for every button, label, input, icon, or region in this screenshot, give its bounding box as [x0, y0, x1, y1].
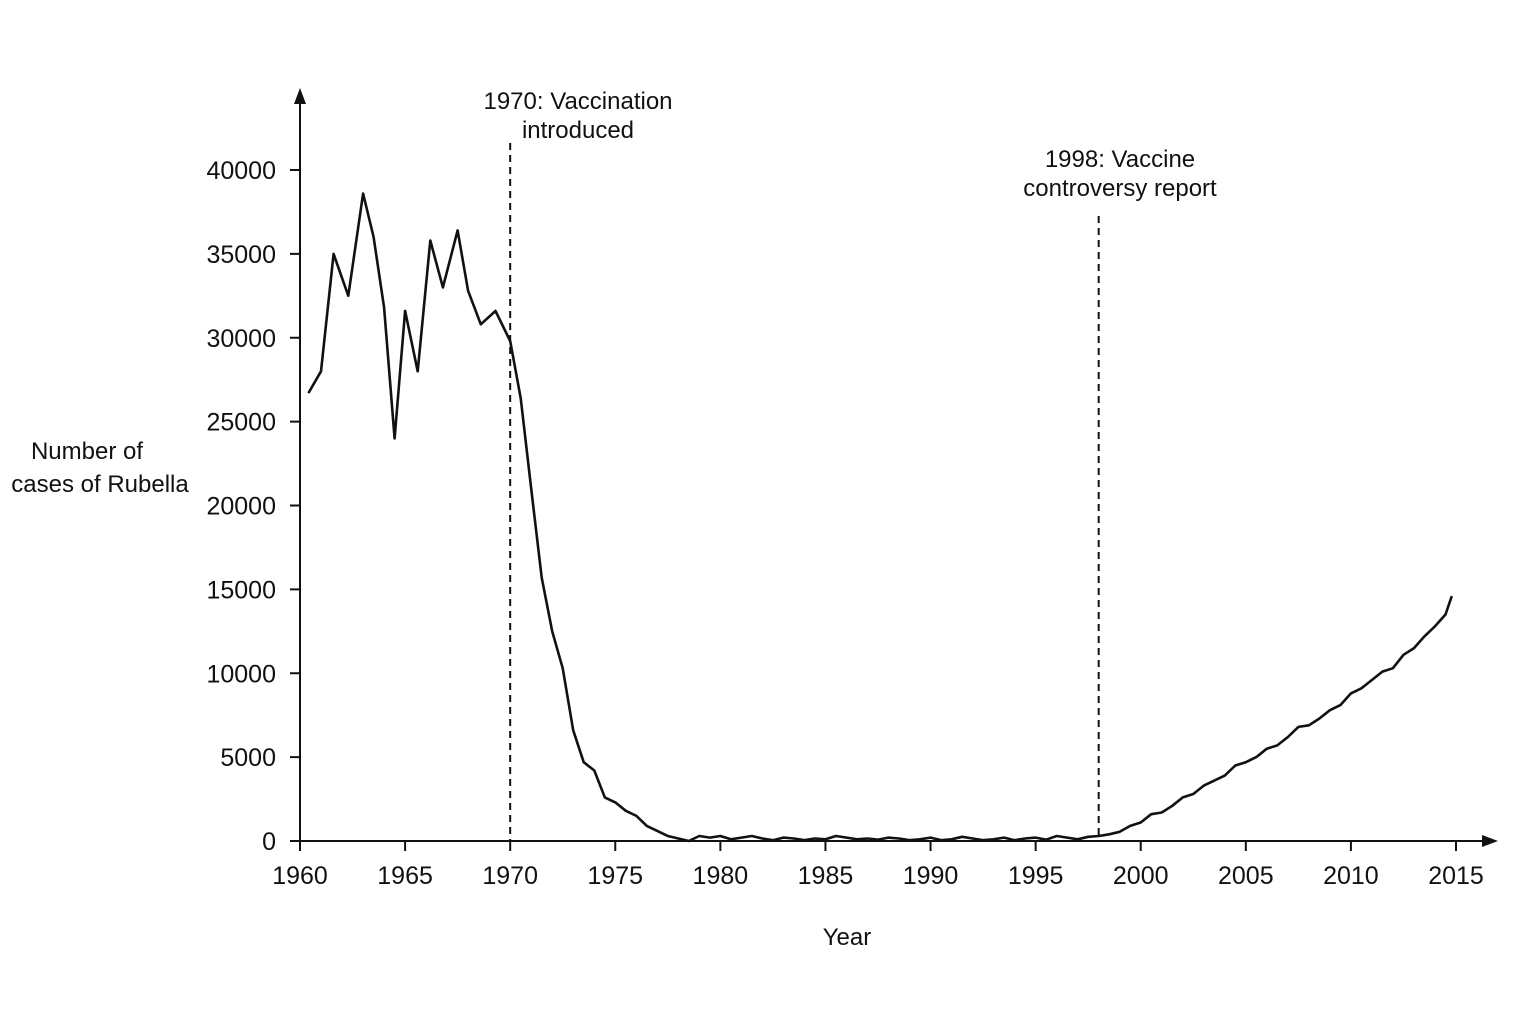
- y-axis-title-line-1: Number of: [31, 438, 143, 465]
- y-tick-label: 25000: [206, 409, 276, 437]
- y-tick-label: 5000: [220, 744, 276, 772]
- x-tick-label: 1995: [1008, 862, 1064, 890]
- x-axis-arrow-icon: [1482, 835, 1498, 847]
- y-axis-ticks: 0 5000 10000 15000 20000 25000 30000 35000 40000: [206, 157, 300, 856]
- x-tick-label: 2000: [1113, 862, 1169, 890]
- x-tick-label: 1960: [272, 862, 328, 890]
- event-label-1998: controversy report: [1023, 175, 1217, 202]
- rubella-cases-series-line: [307, 192, 1454, 843]
- axes: [294, 88, 1498, 847]
- x-tick-label: 1975: [587, 862, 643, 890]
- y-tick-label: 30000: [206, 325, 276, 353]
- x-tick-label: 2015: [1428, 862, 1484, 890]
- series-layer: [307, 192, 1454, 843]
- x-tick-label: 1980: [693, 862, 749, 890]
- x-axis-ticks: 1960 1965 1970 1975 1980 1985 1990 1995 2000 2005…: [272, 841, 1484, 890]
- y-tick-label: 10000: [206, 660, 276, 688]
- x-tick-label: 1965: [377, 862, 433, 890]
- y-tick-label: 0: [262, 828, 276, 856]
- x-tick-label: 2005: [1218, 862, 1274, 890]
- event-label-1970: 1970: Vaccination: [483, 88, 672, 115]
- y-axis-title-line-2: cases of Rubella: [11, 471, 189, 498]
- event-label-1998: 1998: Vaccine: [1045, 146, 1195, 173]
- y-tick-label: 20000: [206, 493, 276, 521]
- y-axis-arrow-icon: [294, 88, 306, 104]
- y-tick-label: 15000: [206, 576, 276, 604]
- y-tick-label: 35000: [206, 241, 276, 269]
- x-tick-label: 2010: [1323, 862, 1379, 890]
- x-axis-title: Year: [823, 924, 872, 951]
- x-tick-label: 1970: [482, 862, 538, 890]
- x-tick-label: 1985: [798, 862, 854, 890]
- y-tick-label: 40000: [206, 157, 276, 185]
- event-label-1970: introduced: [522, 117, 634, 144]
- x-tick-label: 1990: [903, 862, 959, 890]
